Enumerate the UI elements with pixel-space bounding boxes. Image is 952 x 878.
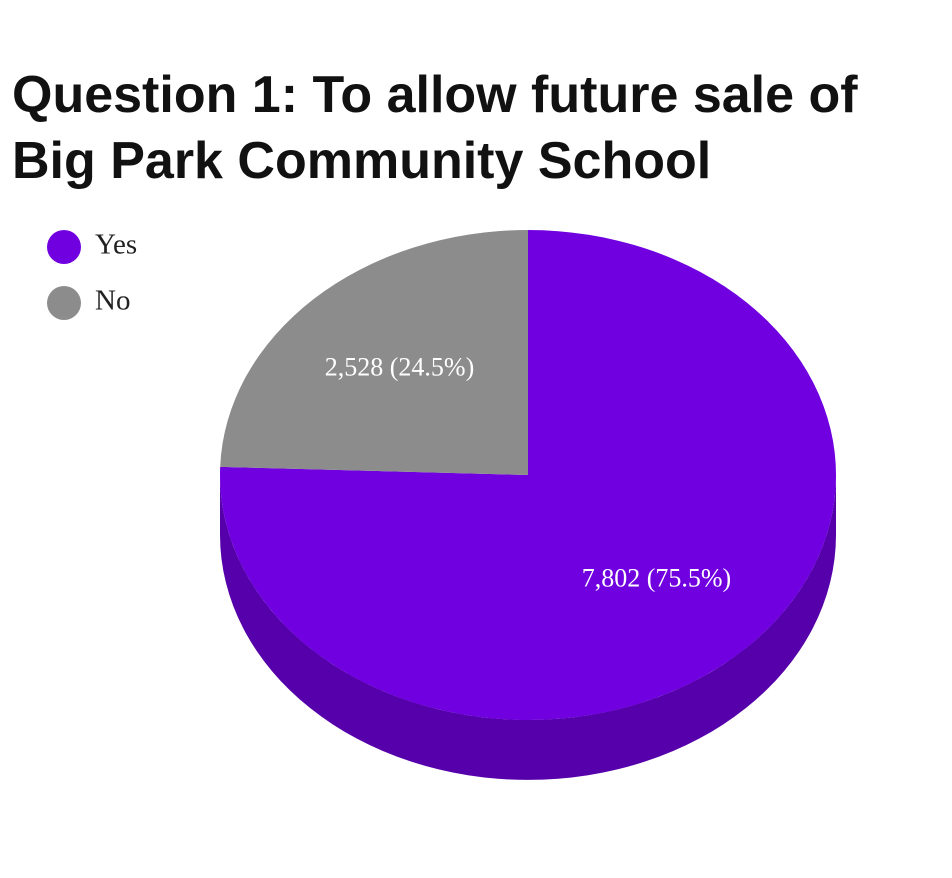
value-label: 7,802 (75.5%) — [582, 564, 731, 593]
slice-side — [220, 475, 836, 780]
legend-label: Yes — [95, 229, 137, 261]
slice — [220, 230, 528, 475]
value-label: 2,528 (24.5%) — [325, 352, 474, 381]
legend-label: No — [95, 285, 130, 317]
legend-swatch — [47, 230, 81, 264]
chart-title: Question 1: To allow future sale of Big … — [12, 66, 858, 190]
legend-swatch — [47, 286, 81, 320]
